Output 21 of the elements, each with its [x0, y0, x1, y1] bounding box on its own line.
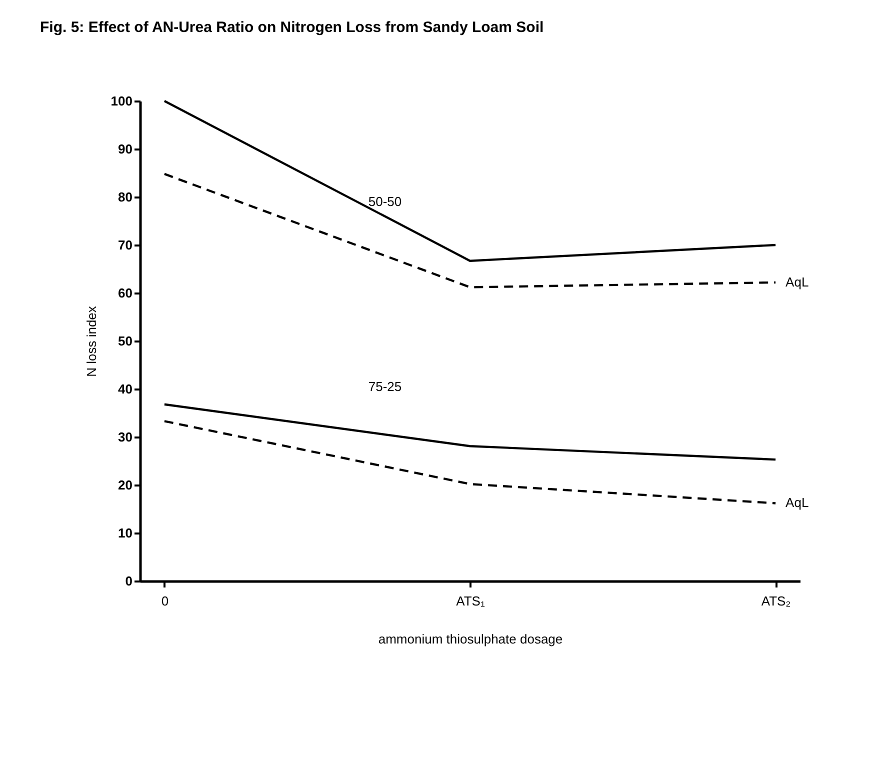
y-tick-label: 60 [118, 286, 132, 300]
series-label: AqL [786, 495, 809, 510]
y-tick-label: 80 [118, 190, 132, 204]
text: 75-25 [368, 379, 402, 394]
x-tick-label: ATS₂ [761, 594, 791, 608]
y-tick-label: 90 [118, 142, 132, 156]
chart-title: Fig. 5: Effect of AN-Urea Ratio on Nitrogen Loss from Sandy Loam Soil [40, 19, 544, 36]
y-tick-label: 40 [118, 382, 132, 396]
y-tick-label: 30 [118, 430, 132, 444]
y-tick-label: 0 [125, 574, 132, 588]
y-axis-title: N loss index [84, 306, 99, 377]
y-tick-label: 20 [118, 478, 132, 492]
x-tick-label: ATS₁ [456, 594, 486, 608]
series-label: AqL [786, 274, 809, 290]
y-tick-label: 50 [118, 334, 132, 348]
x-axis-title: ammonium thiosulphate dosage [378, 632, 563, 646]
x-tick-label: 0 [161, 594, 169, 608]
series-label: 50-50 [368, 194, 402, 209]
y-tick-label: 70 [118, 238, 132, 252]
y-tick-label: 10 [118, 526, 132, 540]
y-tick-label: 100 [110, 94, 132, 108]
